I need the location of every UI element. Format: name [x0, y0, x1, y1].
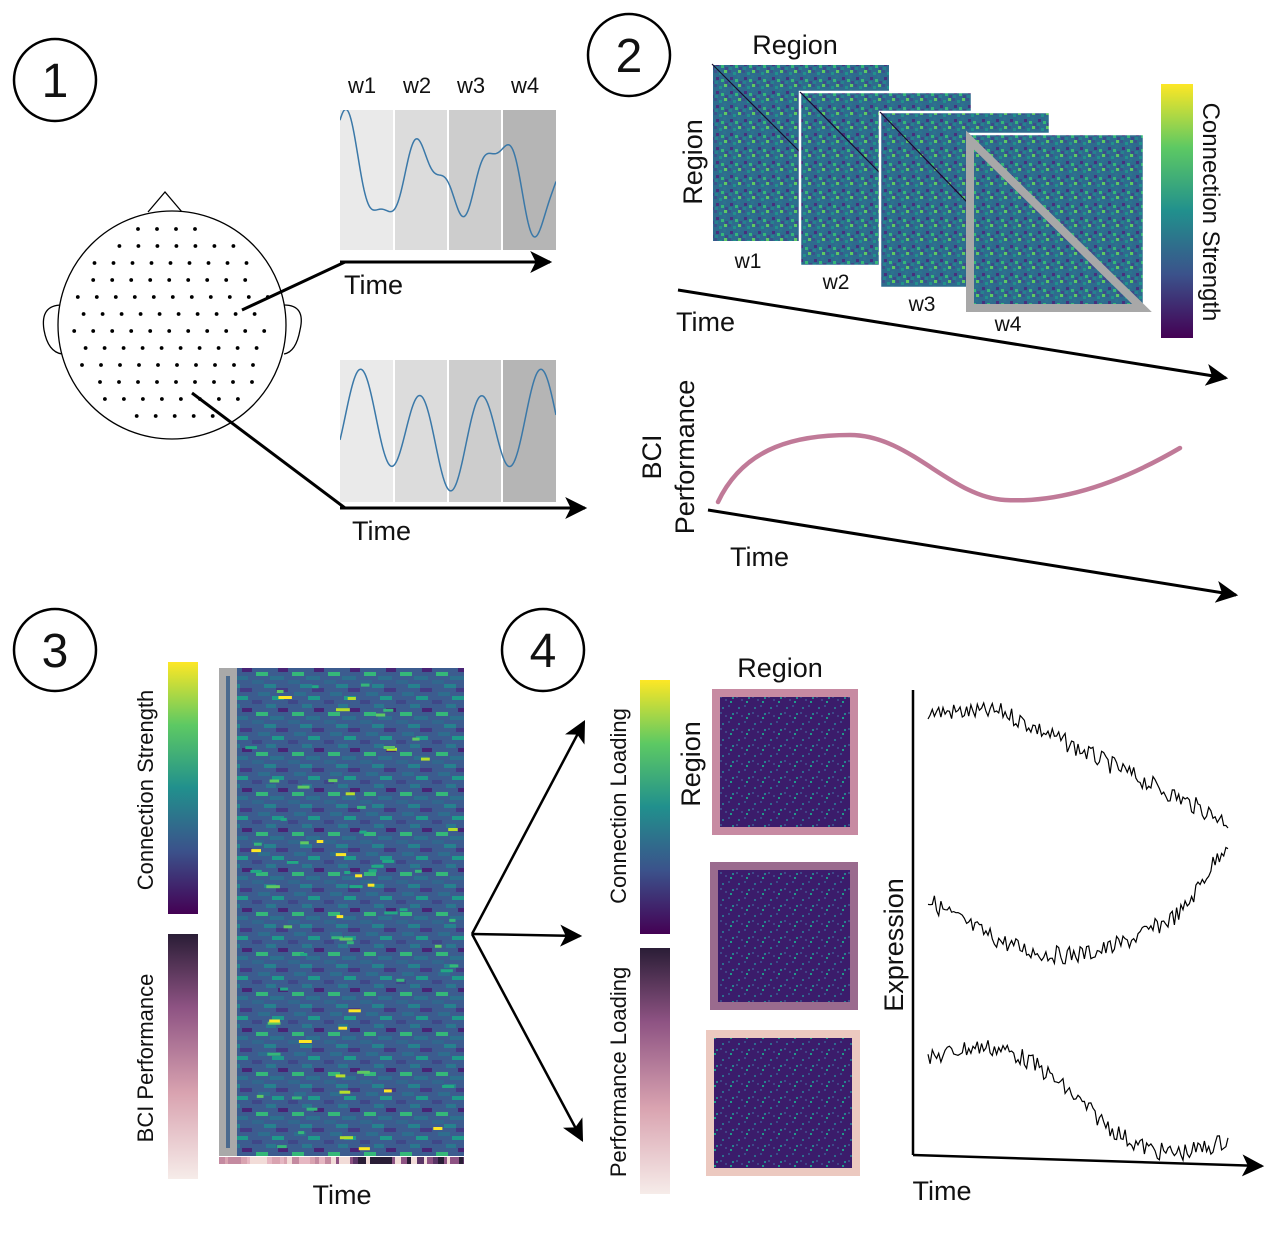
- svg-text:4: 4: [530, 625, 557, 678]
- performance-colorbar: [168, 934, 198, 1179]
- component-matrix-3: [706, 1030, 860, 1176]
- svg-text:3: 3: [42, 625, 69, 678]
- strength-colorbar: [168, 662, 198, 914]
- expression-time-label: Time: [913, 1176, 972, 1206]
- time-label-bottom: Time: [352, 516, 411, 546]
- performance-loading-label: Performance Loading: [606, 967, 631, 1177]
- matrix-label-w3: w3: [908, 293, 936, 316]
- heatmap-time-label: Time: [313, 1180, 372, 1210]
- strength-colorbar-label: Connection Strength: [133, 690, 158, 891]
- signal-window-bottom: [340, 360, 556, 502]
- panel-number-3: 3: [12, 607, 98, 693]
- svg-text:2: 2: [616, 30, 643, 83]
- decomposition-arrows: [470, 720, 586, 1142]
- time-arrow-windows: [677, 288, 1229, 386]
- matrix-w4: [966, 130, 1152, 312]
- connector-line-top: [241, 260, 346, 312]
- time-label-windows: Time: [676, 307, 735, 337]
- region-label-top-4: Region: [737, 653, 823, 683]
- eeg-signal-top: [340, 110, 556, 238]
- matrix-label-w4: w4: [994, 313, 1022, 336]
- window-label-w1: w1: [347, 73, 376, 98]
- expression-label: Expression: [879, 878, 909, 1012]
- eeg-signal-bottom: [340, 368, 556, 492]
- perf-label-performance: Performance: [670, 380, 700, 535]
- matrix-label-w1: w1: [734, 250, 762, 273]
- expression-trace-3: [927, 1040, 1229, 1163]
- window-label-w3: w3: [456, 73, 485, 98]
- panel-4: 4 Connection Loading Performance Loading…: [500, 607, 1265, 1206]
- electrode-dots: [72, 227, 270, 418]
- panel-1: 1 w1 w2 w3 w4 Time: [12, 37, 588, 546]
- expression-time-arrow: [912, 1153, 1265, 1177]
- performance-colorbar-label: BCI Performance: [133, 974, 158, 1143]
- connection-time-heatmap: [219, 668, 464, 1156]
- time-arrow-performance: [707, 508, 1239, 603]
- connection-strength-colorbar: [1161, 84, 1193, 338]
- window-label-w4: w4: [510, 73, 539, 98]
- time-label-top: Time: [344, 270, 403, 300]
- matrix-label-w2: w2: [822, 271, 850, 294]
- time-label-performance: Time: [730, 542, 789, 572]
- svg-text:1: 1: [42, 55, 69, 108]
- component-matrix-2: [710, 862, 858, 1010]
- bci-performance-curve: [715, 432, 1183, 505]
- performance-strip: [219, 1157, 464, 1164]
- connector-line-bottom: [191, 391, 346, 510]
- panel-number-2: 2: [586, 12, 672, 98]
- panel-number-1: 1: [12, 37, 98, 123]
- panel-2: 2 Region Region w1 w2 w3 w4 Connection S…: [586, 12, 1239, 603]
- head-electrode-map: [42, 190, 302, 440]
- panel-3: 3 Connection Strength BCI Performance Ti…: [12, 607, 586, 1210]
- window-label-w2: w2: [402, 73, 431, 98]
- expression-trace-1: [927, 701, 1229, 829]
- component-matrix-1: [712, 689, 858, 835]
- colorbar-label-connection-strength: Connection Strength: [1197, 103, 1224, 322]
- connection-loading-label: Connection Loading: [606, 708, 631, 904]
- region-label-side-4: Region: [676, 721, 706, 807]
- region-label-side: Region: [678, 119, 708, 205]
- connection-loading-colorbar: [640, 680, 670, 934]
- perf-label-bci: BCI: [637, 434, 667, 479]
- signal-window-top: [340, 110, 556, 250]
- expression-trace-2: [927, 846, 1229, 966]
- performance-loading-colorbar: [640, 948, 670, 1194]
- panel-number-4: 4: [500, 607, 586, 693]
- region-label-top: Region: [752, 30, 838, 60]
